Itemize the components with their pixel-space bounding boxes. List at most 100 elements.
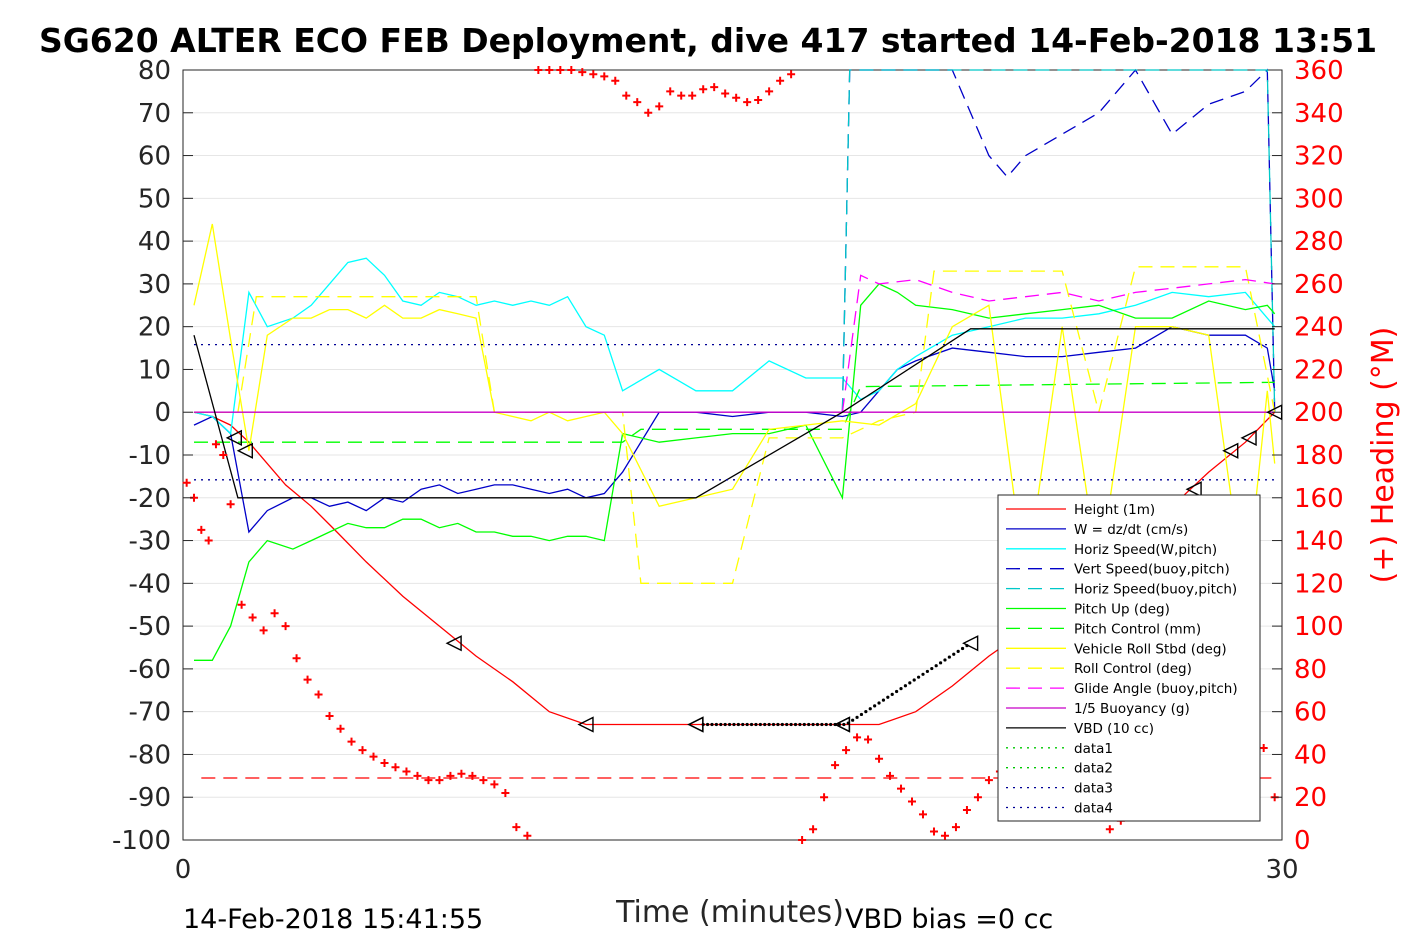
sample-dot [802, 722, 806, 727]
heading-point [556, 66, 565, 74]
legend-entry-label: VBD (10 cc) [1074, 721, 1154, 737]
sample-dot [934, 664, 938, 668]
sample-dot [877, 701, 881, 705]
series-line-9 [841, 274, 1275, 413]
triangle-marker [577, 716, 594, 733]
sample-dot [798, 722, 802, 727]
legend-entry-label: Roll Control (deg) [1074, 661, 1192, 677]
y-tick-label: -100 [112, 826, 171, 856]
triangle-marker [236, 442, 253, 459]
sample-dot [705, 722, 710, 727]
y-axis-right-label: (+) Heading (°M) [1366, 327, 1401, 584]
heading-point [622, 91, 631, 100]
y-tick-label: -90 [129, 783, 171, 813]
heading-point [523, 831, 532, 840]
heading-point [721, 89, 730, 98]
heading-point [567, 66, 576, 74]
legend-entry-label: Height (1m) [1074, 502, 1155, 518]
y-axis-right-ticks: 3603403203002802602402202001801601401201… [1272, 56, 1344, 856]
sample-dot [727, 722, 732, 727]
sample-dot [723, 722, 727, 727]
sample-dot [895, 689, 899, 694]
legend-entry-label: data1 [1074, 741, 1113, 757]
heading-point [655, 102, 664, 111]
y-axis-left-ticks: 80 70 60 50 40 30 20 10 0 -10 -20 -30 -40 -50 -60 -70 -8… [112, 56, 193, 856]
series-layer [193, 68, 1276, 726]
heading-point [929, 827, 938, 836]
sample-dot [767, 722, 771, 727]
y2-tick-label: 360 [1294, 56, 1344, 86]
triangle-marker [962, 635, 979, 652]
heading-point [336, 724, 345, 733]
heading-point [589, 70, 598, 79]
heading-point [820, 793, 829, 802]
y-tick-label: 0 [154, 398, 171, 428]
heading-point [226, 500, 235, 509]
sample-dot [732, 722, 736, 727]
heading-point [314, 690, 323, 699]
heading-point [457, 769, 466, 778]
marker-layer [225, 404, 1283, 733]
sample-dot [837, 722, 842, 727]
triangle-marker [687, 716, 704, 733]
y-tick-label: 60 [138, 142, 171, 172]
heading-point [831, 761, 840, 770]
sample-dot [741, 722, 745, 727]
sample-dot [771, 722, 776, 727]
sample-dot [736, 722, 740, 727]
heading-point [204, 536, 213, 545]
heading-point [677, 91, 686, 100]
heading-point [435, 776, 444, 785]
series-line-4 [841, 69, 1276, 413]
heading-point [219, 451, 228, 459]
y2-tick-label: 320 [1294, 142, 1344, 172]
legend-entry-label: Horiz Speed(W,pitch) [1074, 542, 1217, 558]
series-line-2 [193, 257, 1276, 435]
heading-point [479, 776, 488, 785]
y-tick-label: 50 [138, 184, 171, 214]
y-tick-label: 10 [138, 355, 171, 385]
triangle-marker [1185, 481, 1202, 498]
y-tick-label: 20 [138, 313, 171, 343]
sample-dot [930, 666, 934, 671]
legend-entry-label: W = dz/dt (cm/s) [1074, 522, 1188, 538]
triangle-marker [225, 429, 242, 447]
y-tick-label: 40 [138, 227, 171, 257]
sample-dot [899, 687, 903, 691]
heading-point [984, 776, 993, 785]
y2-tick-label: 180 [1294, 441, 1344, 471]
y2-tick-label: 60 [1294, 698, 1327, 728]
y-tick-label: 70 [138, 99, 171, 129]
chart-title: SG620 ALTER ECO FEB Deployment, dive 417… [39, 21, 1377, 60]
heading-point [644, 108, 653, 117]
y2-tick-label: 300 [1294, 184, 1344, 214]
heading-point [281, 622, 290, 631]
heading-point [886, 771, 895, 780]
heading-point [798, 836, 807, 844]
heading-point [402, 767, 411, 776]
y2-tick-label: 260 [1294, 270, 1344, 300]
sample-dot [873, 704, 877, 708]
sample-dot [776, 722, 780, 727]
heading-point [347, 737, 356, 746]
sample-dot [758, 722, 762, 727]
heading-point [358, 746, 367, 755]
heading-point [699, 85, 708, 94]
heading-point [237, 600, 246, 609]
heading-point [688, 91, 697, 100]
legend-entry-label: 1/5 Buoyancy (g) [1074, 701, 1190, 717]
legend-entry-label: data2 [1074, 761, 1113, 777]
legend-entry-label: Glide Angle (buoy,pitch) [1074, 681, 1238, 697]
sample-dot [943, 658, 947, 662]
heading-point [611, 76, 620, 85]
y2-tick-label: 280 [1294, 227, 1344, 257]
legend: Height (1m) W = dz/dt (cm/s) Horiz Speed(W… [997, 494, 1261, 822]
sample-dot [763, 722, 767, 727]
sample-dot [824, 722, 828, 727]
y2-tick-label: 0 [1294, 826, 1311, 856]
heading-point [951, 823, 960, 832]
heading-point [973, 793, 982, 802]
heading-point [853, 733, 862, 742]
y2-tick-label: 240 [1294, 313, 1344, 343]
